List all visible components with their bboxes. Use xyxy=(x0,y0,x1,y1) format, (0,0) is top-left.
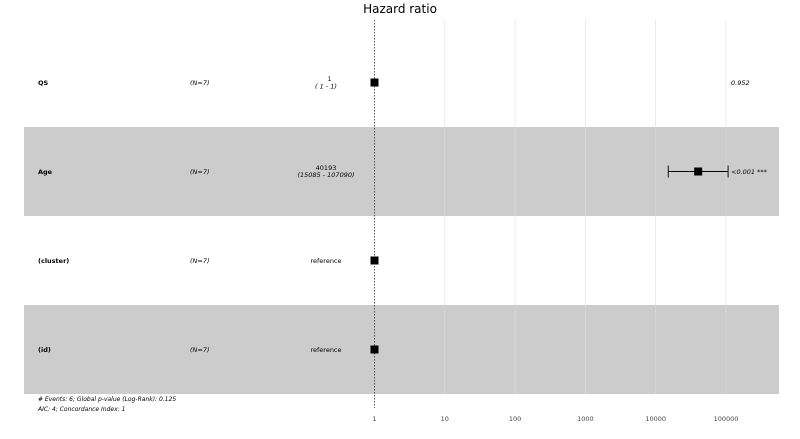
hr-point xyxy=(370,345,379,354)
x-tick-label: 1000 xyxy=(577,415,594,423)
x-tick-label: 1 xyxy=(372,415,376,423)
n-label: (N=7) xyxy=(190,257,210,265)
variable-label: Age xyxy=(38,168,53,176)
estimate-label: reference xyxy=(310,257,341,265)
hr-point xyxy=(370,256,379,265)
hr-point xyxy=(694,167,703,176)
row-band xyxy=(24,127,779,216)
x-tick-label: 10 xyxy=(441,415,449,423)
estimate-label: 40193 xyxy=(316,164,337,172)
p-value-label: 0.952 xyxy=(731,79,750,87)
ci-label: ( 1 - 1) xyxy=(315,83,337,91)
forest-row: Age (N=7) 40193(15085 - 107090) <0.001 *** xyxy=(38,164,768,179)
footnote-line: AIC: 4; Concordance Index: 1 xyxy=(37,406,125,413)
n-label: (N=7) xyxy=(190,168,210,176)
n-label: (N=7) xyxy=(190,79,210,87)
footnote-line: # Events: 6; Global p-value (Log-Rank): … xyxy=(38,396,176,403)
n-label: (N=7) xyxy=(190,346,210,354)
forest-row: (cluster) (N=7) reference xyxy=(38,256,379,265)
x-tick-label: 10000 xyxy=(645,415,666,423)
variable-label: (cluster) xyxy=(38,257,69,265)
row-band xyxy=(24,305,779,394)
p-value-label: <0.001 *** xyxy=(731,168,768,176)
ci-label: (15085 - 107090) xyxy=(297,171,354,179)
forest-row: QS (N=7) 1( 1 - 1) 0.952 xyxy=(38,76,750,91)
estimate-label: 1 xyxy=(328,76,332,83)
chart-title: Hazard ratio xyxy=(363,2,437,16)
estimate-label: reference xyxy=(310,346,341,354)
x-tick-label: 100 xyxy=(509,415,521,423)
hr-point xyxy=(370,78,379,87)
x-tick-label: 100000 xyxy=(714,415,739,423)
forest-row: (id) (N=7) reference xyxy=(38,345,379,354)
variable-label: QS xyxy=(38,79,49,87)
variable-label: (id) xyxy=(38,346,51,354)
